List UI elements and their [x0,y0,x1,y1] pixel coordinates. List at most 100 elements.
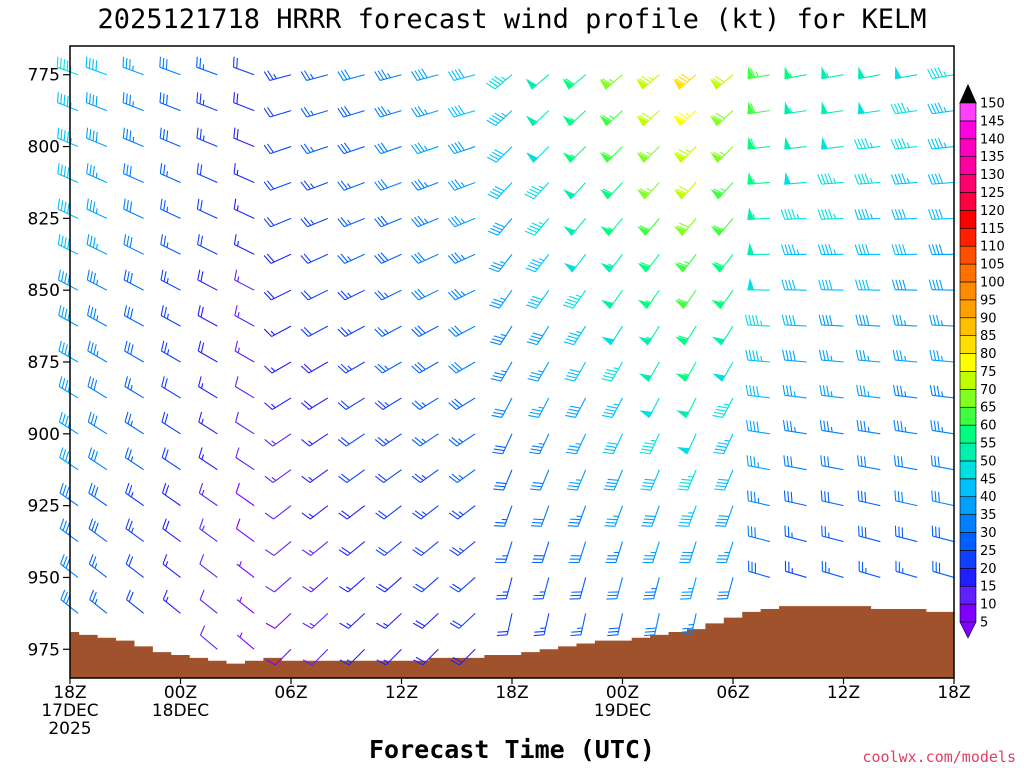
wind-barb [125,589,145,614]
wind-barb [447,215,476,228]
wind-barb [87,411,108,435]
wind-barb [233,163,255,183]
colorbar-swatch [959,585,977,605]
wind-barb [857,101,881,115]
wind-barb [56,92,79,112]
wind-barb [600,253,623,273]
wind-barb [893,420,918,435]
colorbar-swatch [959,603,977,623]
wind-barb [820,490,844,507]
x-tick-label: 06Z [716,683,749,703]
wind-barb [411,361,439,374]
wind-barb [892,349,918,363]
colorbar-label: 105 [980,258,1005,273]
wind-barb [564,361,587,382]
wind-barb [600,182,623,200]
colorbar-swatch [959,353,977,372]
wind-barb [673,110,697,127]
colorbar-label: 50 [980,454,997,469]
colorbar-swatch [959,281,977,301]
wind-barb [87,305,108,327]
wind-barb [716,577,734,600]
wind-barb [525,253,550,273]
credit-link[interactable]: coolwx.com/models [862,748,1016,766]
wind-barb [375,577,402,593]
wind-barb [748,560,770,578]
wind-barb [819,384,844,399]
colorbar-label: 110 [980,240,1005,255]
colorbar-swatch [959,568,977,587]
wind-barb [411,288,439,301]
colorbar-label: 85 [980,329,997,344]
wind-barb [486,146,513,163]
wind-barb [234,376,255,399]
wind-barb [87,376,108,399]
wind-barb [411,397,439,410]
wind-barb [601,361,623,382]
wind-barb [57,163,79,183]
wind-barb [161,376,181,399]
wind-barb [235,482,255,507]
colorbar-label: 135 [980,150,1005,165]
wind-barb [566,469,587,491]
wind-barb [491,397,513,418]
colorbar-swatch [959,210,977,229]
x-tick-label: 18DEC [152,701,209,721]
x-tick-label: 17DEC [41,701,98,721]
wind-barb [927,173,955,185]
wind-barb [86,163,108,183]
wind-barb [856,420,881,435]
wind-barb [893,384,918,399]
wind-barb [857,455,881,471]
wind-barb [486,74,513,90]
wind-barb [602,433,623,455]
wind-barb [160,340,181,363]
wind-barb [492,433,513,455]
wind-barb [124,411,144,435]
colorbar-swatch [959,478,977,498]
wind-barb [493,469,513,491]
wind-barb [855,349,881,363]
colorbar-swatch [959,192,977,211]
wind-barb [563,218,587,237]
wind-barb [712,397,734,418]
wind-barb [713,433,734,455]
colorbar-label: 140 [980,132,1005,147]
wind-barb [858,66,881,80]
wind-barb [448,361,476,374]
wind-barb [263,217,292,228]
wind-barb [122,127,144,148]
wind-barb [562,110,587,127]
colorbar-swatch [959,496,977,515]
wind-barb [854,244,881,256]
wind-barb [374,433,402,447]
wind-barb [302,612,329,629]
wind-barb [125,554,145,578]
wind-barb [562,289,587,309]
wind-barb [410,179,439,191]
wind-barb [525,110,550,127]
wind-barb [375,469,402,483]
wind-barb [747,490,770,507]
wind-barb [236,561,255,578]
wind-barb [337,142,365,155]
colorbar-label: 40 [980,490,997,505]
wind-barb [526,289,550,309]
wind-barb [125,518,144,542]
wind-barb [891,208,918,220]
wind-barb [337,69,365,81]
wind-barb [892,314,918,327]
colorbar-label: 120 [980,204,1005,219]
wind-barb [232,56,255,76]
wind-barb [747,101,770,115]
wind-barb [160,198,181,219]
wind-barb [301,505,329,520]
wind-barb [858,525,881,543]
wind-barb [529,433,550,455]
wind-barb [236,632,255,650]
wind-barb [821,560,844,578]
wind-barb [783,490,807,507]
x-tick-label: 2025 [48,719,91,739]
wind-barb [447,252,476,264]
wind-barb [161,482,181,507]
